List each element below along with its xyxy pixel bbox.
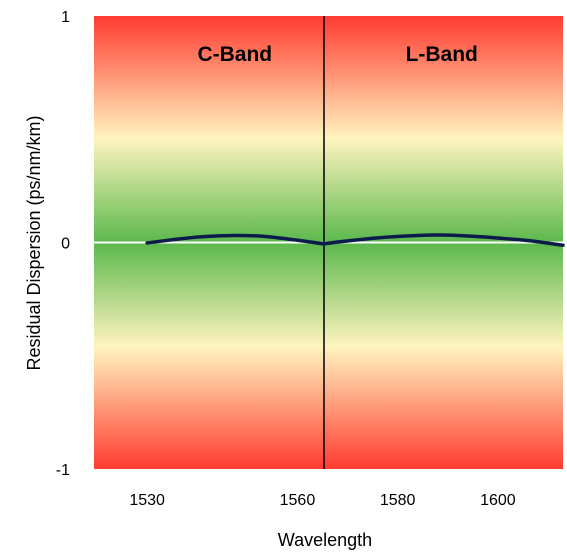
c-band-label: C-Band	[197, 43, 272, 66]
l-band-label: L-Band	[406, 43, 478, 66]
y-tick-label-1: 1	[61, 9, 70, 26]
x-tick-label-1580: 1580	[380, 492, 416, 509]
dispersion-series-line	[145, 233, 565, 247]
y-tick-label-0: 0	[61, 236, 70, 253]
y-tick-label-neg1: -1	[56, 462, 70, 479]
x-tick-label-1530: 1530	[129, 492, 165, 509]
x-tick-label-1560: 1560	[280, 492, 316, 509]
x-axis-title: Wavelength	[278, 530, 372, 550]
y-axis-title: Residual Dispersion (ps/nm/km)	[24, 115, 44, 370]
x-tick-label-1600: 1600	[480, 492, 516, 509]
